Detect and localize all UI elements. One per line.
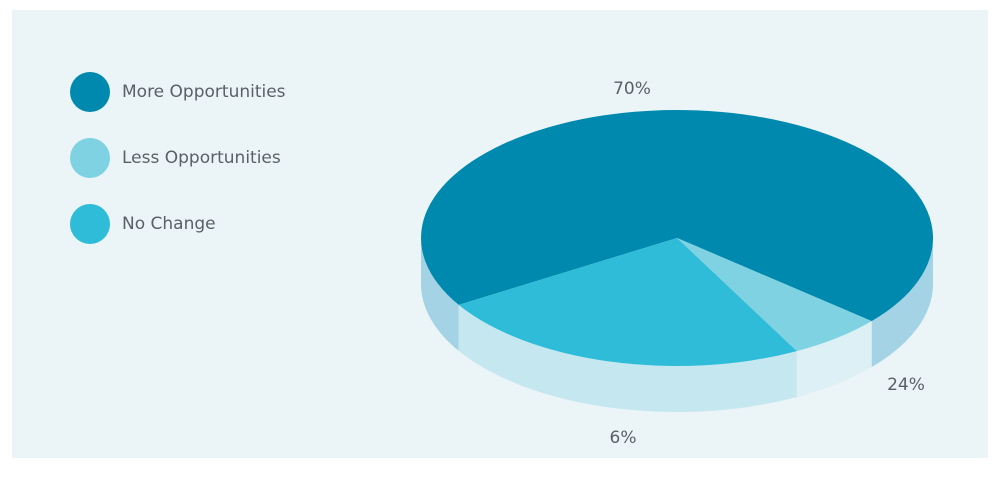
legend-item-less-opportunities: Less Opportunities	[70, 138, 286, 178]
legend-label-more-opportunities: More Opportunities	[122, 82, 286, 102]
legend-swatch-less-opportunities	[70, 138, 110, 178]
pie-side-no-change	[458, 304, 797, 412]
pie-side-more-opportunities	[871, 238, 933, 368]
pie-side-more-opportunities	[421, 238, 459, 351]
pie-slice-no-change	[458, 238, 797, 367]
data-label-less-opportunities: 6%	[610, 428, 637, 448]
pie-slice-less-opportunities	[677, 238, 872, 352]
chart-legend: More Opportunities Less Opportunities No…	[70, 72, 286, 270]
pie-slices	[421, 110, 933, 367]
pie-side-less-opportunities	[796, 321, 872, 398]
legend-label-less-opportunities: Less Opportunities	[122, 148, 281, 168]
legend-item-more-opportunities: More Opportunities	[70, 72, 286, 112]
legend-item-no-change: No Change	[70, 204, 286, 244]
legend-swatch-more-opportunities	[70, 72, 110, 112]
legend-label-no-change: No Change	[122, 214, 216, 234]
data-label-more-opportunities: 70%	[613, 79, 651, 99]
pie-sides	[421, 238, 933, 412]
pie-slice-more-opportunities	[421, 110, 933, 322]
legend-swatch-no-change	[70, 204, 110, 244]
data-label-no-change: 24%	[887, 375, 925, 395]
